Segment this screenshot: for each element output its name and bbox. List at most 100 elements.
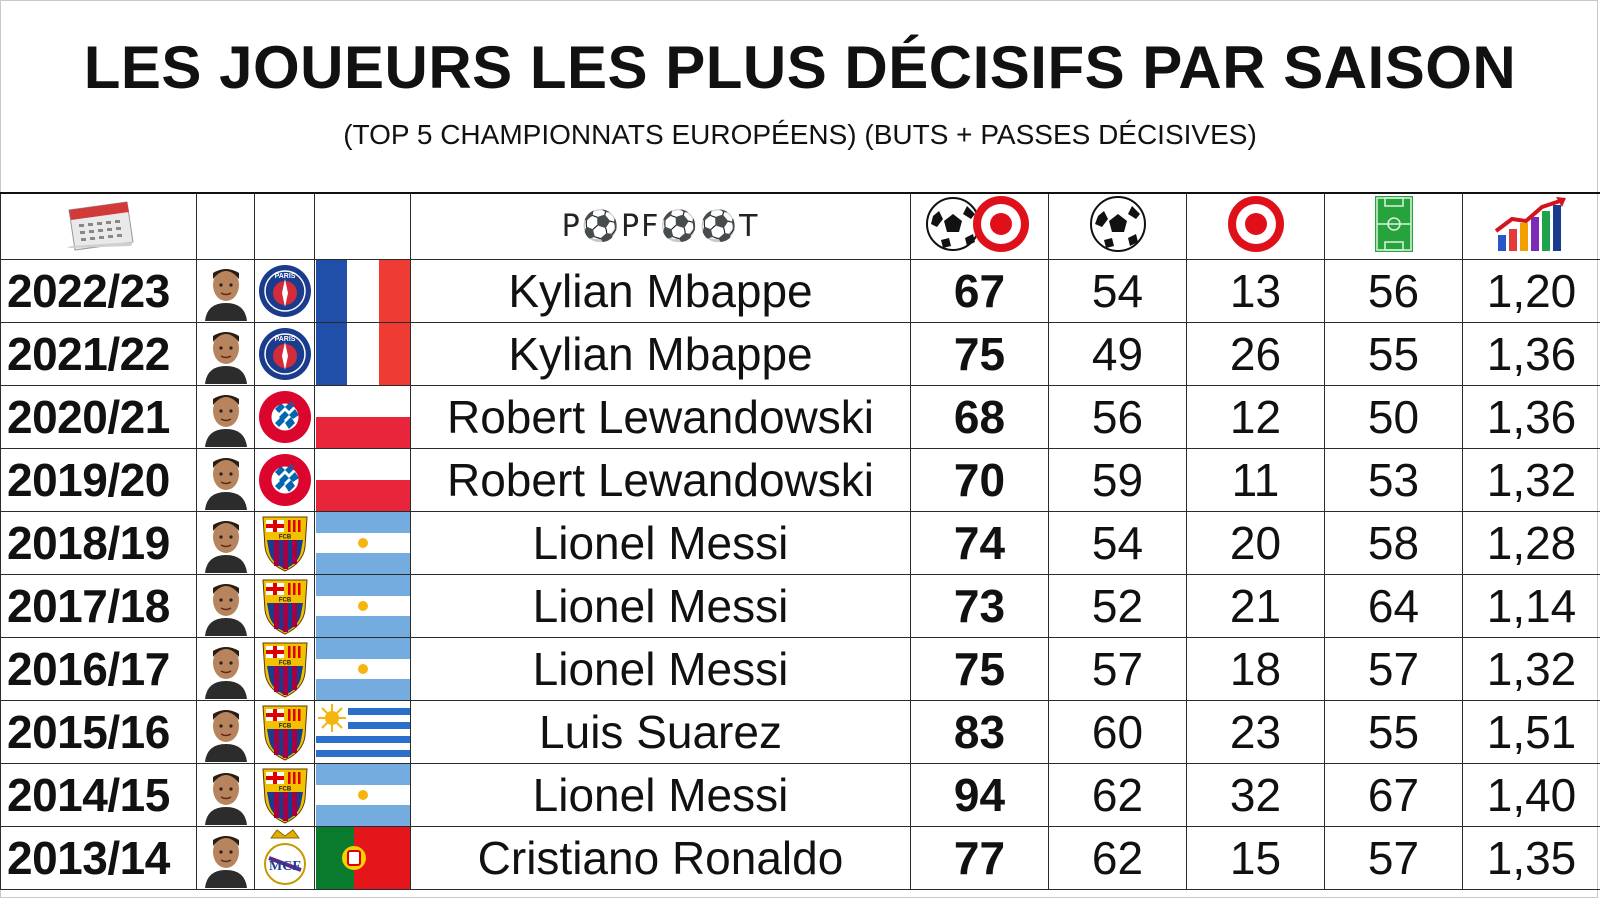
ratio-cell: 1,35 [1462, 826, 1600, 890]
total-contributions-cell: 70 [910, 448, 1049, 512]
table-row: 2018/19 FCB Lionel Messi 74 54 20 58 1,28 [0, 511, 1600, 575]
barcelona-crest-icon: FCB [261, 642, 308, 698]
table-row: 2013/14 MCF Cristiano Ronaldo 77 62 15 57 1,35 [0, 826, 1600, 890]
table-row: 2015/16 FCB Luis Suarez 83 60 23 55 1,51 [0, 700, 1600, 764]
season-cell: 2013/14 [0, 826, 197, 890]
goals-cell: 57 [1048, 637, 1187, 701]
ball-icon [1089, 196, 1146, 252]
target-icon [1227, 196, 1284, 252]
barcelona-crest-icon: FCB [261, 705, 308, 761]
header-brand-cell: P⚽PF⚽⚽T [410, 192, 911, 260]
country-flag-cell [314, 259, 411, 323]
matches-cell: 58 [1324, 511, 1463, 575]
table-row: 2014/15 FCB Lionel Messi 94 62 32 67 1,40 [0, 763, 1600, 827]
season-cell: 2022/23 [0, 259, 197, 323]
argentina-flag-icon [315, 575, 410, 637]
barcelona-crest-icon: FCB [261, 516, 308, 572]
poland-flag-icon [315, 386, 410, 448]
total-contributions-cell: 75 [910, 637, 1049, 701]
argentina-flag-icon [315, 764, 410, 826]
ball-and-target-icon [925, 196, 1029, 252]
assists-cell: 21 [1186, 574, 1325, 638]
psg-crest-icon: PARIS [258, 328, 311, 380]
player-name-cell: Lionel Messi [410, 511, 911, 575]
season-cell: 2021/22 [0, 322, 197, 386]
club-crest-cell [254, 385, 315, 449]
club-crest-cell: FCB [254, 574, 315, 638]
barcelona-crest-icon: FCB [261, 768, 308, 824]
header-flag-cell [314, 192, 411, 260]
club-crest-cell: MCF [254, 826, 315, 890]
ratio-cell: 1,32 [1462, 448, 1600, 512]
barcelona-crest-icon: FCB [261, 579, 308, 635]
goals-cell: 56 [1048, 385, 1187, 449]
country-flag-cell [314, 511, 411, 575]
total-contributions-cell: 75 [910, 322, 1049, 386]
club-crest-cell: PARIS [254, 259, 315, 323]
matches-cell: 67 [1324, 763, 1463, 827]
argentina-flag-icon [315, 512, 410, 574]
goals-cell: 54 [1048, 511, 1187, 575]
calendar-icon [66, 201, 134, 251]
player-photo-cell [196, 700, 255, 764]
player-photo [200, 765, 251, 825]
player-photo-cell [196, 637, 255, 701]
header-photo-cell [196, 192, 255, 260]
header-ratio-cell [1462, 192, 1600, 260]
matches-cell: 57 [1324, 637, 1463, 701]
season-cell: 2019/20 [0, 448, 197, 512]
ratio-cell: 1,36 [1462, 322, 1600, 386]
player-photo [200, 639, 251, 699]
table-header-row: P⚽PF⚽⚽T [0, 192, 1600, 260]
season-cell: 2018/19 [0, 511, 197, 575]
svg-text:FCB: FCB [278, 724, 291, 730]
ratio-cell: 1,28 [1462, 511, 1600, 575]
player-name-cell: Luis Suarez [410, 700, 911, 764]
svg-text:PARIS: PARIS [274, 336, 295, 343]
ratio-cell: 1,32 [1462, 637, 1600, 701]
club-crest-cell: FCB [254, 637, 315, 701]
page-subtitle: (TOP 5 CHAMPIONNATS EUROPÉENS) (BUTS + P… [343, 119, 1257, 150]
svg-text:FCB: FCB [278, 535, 291, 541]
total-contributions-cell: 94 [910, 763, 1049, 827]
season-cell: 2016/17 [0, 637, 197, 701]
ratio-cell: 1,14 [1462, 574, 1600, 638]
assists-cell: 15 [1186, 826, 1325, 890]
player-photo [200, 513, 251, 573]
pitch-icon [1374, 196, 1413, 252]
header-goals-cell [1048, 192, 1187, 260]
club-crest-cell: FCB [254, 763, 315, 827]
total-contributions-cell: 73 [910, 574, 1049, 638]
assists-cell: 11 [1186, 448, 1325, 512]
argentina-flag-icon [315, 638, 410, 700]
psg-crest-icon: PARIS [258, 265, 311, 317]
assists-cell: 12 [1186, 385, 1325, 449]
matches-cell: 57 [1324, 826, 1463, 890]
table-row: 2016/17 FCB Lionel Messi 75 57 18 57 1,32 [0, 637, 1600, 701]
table-row: 2019/20 Robert Lewandowski 70 59 11 53 1,32 [0, 448, 1600, 512]
bayern-crest-icon [258, 454, 311, 506]
svg-text:MCF: MCF [269, 859, 301, 874]
country-flag-cell [314, 448, 411, 512]
header-assists-cell [1186, 192, 1325, 260]
ratio-cell: 1,40 [1462, 763, 1600, 827]
season-cell: 2017/18 [0, 574, 197, 638]
matches-cell: 53 [1324, 448, 1463, 512]
player-photo-cell [196, 259, 255, 323]
ratio-cell: 1,20 [1462, 259, 1600, 323]
player-photo-cell [196, 511, 255, 575]
bayern-crest-icon [258, 391, 311, 443]
bar-chart-icon [1494, 197, 1566, 251]
brand-logo: P⚽PF⚽⚽T [561, 209, 760, 244]
svg-text:FCB: FCB [278, 787, 291, 793]
matches-cell: 55 [1324, 322, 1463, 386]
country-flag-cell [314, 700, 411, 764]
poland-flag-icon [315, 449, 410, 511]
season-cell: 2014/15 [0, 763, 197, 827]
player-name-cell: Robert Lewandowski [410, 448, 911, 512]
assists-cell: 26 [1186, 322, 1325, 386]
header-total-cell [910, 192, 1049, 260]
total-contributions-cell: 83 [910, 700, 1049, 764]
country-flag-cell [314, 322, 411, 386]
player-photo [200, 576, 251, 636]
